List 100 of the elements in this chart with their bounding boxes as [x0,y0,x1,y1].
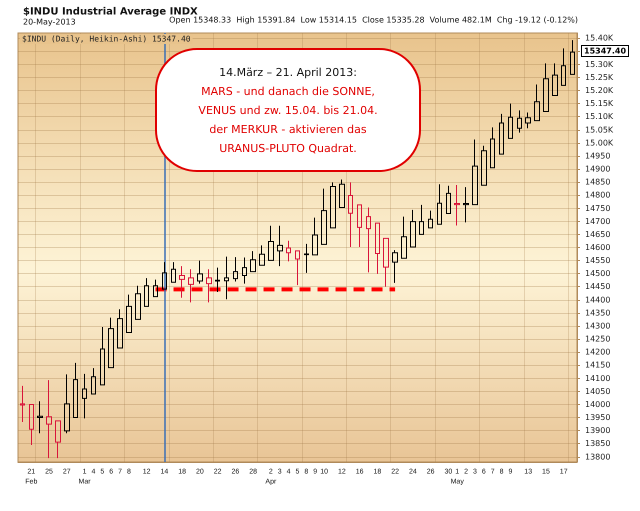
text: Open 15348.33 High 15391.84 Low 15314.15 Close 15335.28 Volume 482.1M Chg -19.12 (-0.12%) [169,16,578,24]
candlestick [446,185,451,214]
y-tick-label: 15.20K [585,86,614,96]
candlestick [525,112,531,129]
y-tick-label: 14200 [585,348,610,357]
y-tick-label: 14550 [585,256,610,266]
candlestick [561,48,566,86]
annotation: 14.März – 21. April 2013: [219,64,357,80]
y-tick-label: 14450 [585,282,610,292]
chart-title: $INDU Industrial Average INDX [23,6,198,18]
candlestick [20,385,25,422]
y-tick-label: 15.05K [585,125,614,134]
candlestick [224,256,229,300]
candlestick [37,400,43,434]
candlestick [91,368,96,394]
candlestick [250,250,256,272]
y-tick-label: 14150 [585,360,610,370]
annotation: $INDU (Daily, Heikin-Ashi) 15347.40 [22,34,191,44]
candlestick [517,110,522,134]
candlestick [419,204,424,235]
candlestick [277,225,283,267]
y-tick-label: 14350 [585,308,610,318]
y-tick-label: 13950 [585,413,610,422]
y-tick-label: 13850 [585,439,610,448]
candlestick [242,256,247,284]
candlestick [268,225,274,261]
candlestick [171,262,176,283]
candlestick [534,84,540,122]
candlestick [108,317,114,368]
candlestick [162,262,167,290]
y-tick-label: 14750 [585,204,610,213]
candlestick [392,250,398,284]
candlestick [375,222,380,274]
candlestick [100,326,105,386]
callout-box: 14.März – 21. April 2013: MARS - und danach die SONNE, VENUS und zw. 15.04. bis 21.04. der MERKUR - aktivieren das URANUS-PLUTO Quadrat. [155,48,421,172]
candlestick [472,138,478,206]
candlestick [73,362,78,418]
candlestick [197,260,203,284]
y-tick-label: 14100 [585,374,610,383]
y-tick-label: 14000 [585,400,610,409]
candlestick [233,256,238,282]
candlestick [508,103,513,139]
candlestick [481,145,487,186]
y-tick-label: 14500 [585,269,610,278]
annotation: MARS - und danach die SONNE, VENUS und zw. 15.04. bis 21.04. der MERKUR - aktivieren das URANUS-PLUTO Quadrat. [198,84,378,156]
candlestick [82,373,87,419]
candlestick [312,217,318,256]
candlestick [188,268,194,303]
candlestick [410,209,416,248]
candlestick [321,188,327,245]
candlestick [117,308,123,348]
candlestick [135,285,141,320]
candlestick [570,40,575,75]
candlestick [179,266,185,298]
candlestick [357,204,362,248]
y-tick-label: 14400 [585,295,610,304]
candlestick [499,113,504,155]
candlestick [437,184,442,225]
candlestick [126,294,132,334]
y-tick-label: 15.25K [585,72,614,82]
y-tick-label: 14700 [585,216,610,226]
candlestick [29,404,34,446]
y-tick-label: 15.40K [585,34,614,43]
candlestick [286,240,291,262]
candlestick [295,250,300,286]
candlestick [490,126,495,168]
chart-subtitle: 20-May-2013 [23,18,76,26]
candlestick [383,238,389,288]
y-tick-label: 13900 [585,426,610,436]
y-tick-label: 14050 [585,386,610,396]
y-tick-label: 15.00K [585,138,614,148]
candlestick [304,243,309,274]
y-tick-label: 14800 [585,190,610,200]
candlestick [366,206,371,273]
y-tick-label: 15.10K [585,112,614,122]
y-tick-label: 14300 [585,321,610,330]
candlestick [454,184,460,226]
y-tick-label: 13800 [585,452,610,462]
candlestick [215,267,220,292]
y-tick-label: 15.30K [585,60,614,69]
y-tick-label: 14950 [585,151,610,160]
candlestick [463,186,469,223]
candlestick [206,268,212,303]
y-tick-label: 14600 [585,243,610,252]
candlestick [259,244,265,266]
y-tick-label: 14250 [585,334,610,344]
y-tick-label: 14900 [585,164,610,174]
candlestick [55,420,61,459]
candlestick [330,182,336,228]
candlestick [153,279,158,298]
candlestick [428,210,433,228]
candlestick [64,374,70,434]
y-tick-label: 15.15K [585,99,614,108]
text: 15347.40 [584,46,626,56]
y-tick-label: 14650 [585,230,610,239]
candlestick [46,380,52,459]
candlestick [144,278,149,307]
y-tick-label: 14850 [585,178,610,187]
candlestick [552,62,558,96]
candlestick [339,178,345,208]
